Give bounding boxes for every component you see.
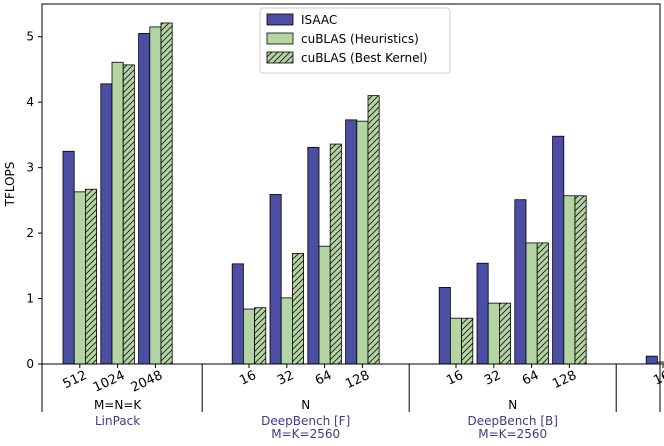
legend-label: cuBLAS (Best Kernel) <box>301 51 428 65</box>
group-param-label: N <box>301 398 310 412</box>
x-tick-label: 1024 <box>91 368 127 396</box>
legend-label: cuBLAS (Heuristics) <box>301 32 419 46</box>
bar <box>449 317 462 365</box>
y-tick-label: 2 <box>26 226 34 240</box>
bar <box>356 120 369 365</box>
bar <box>318 245 331 365</box>
y-axis-label: TFLOPS <box>3 162 17 208</box>
bar <box>329 143 342 365</box>
plot-frame <box>41 3 661 365</box>
bar <box>574 195 587 365</box>
bar <box>242 308 255 365</box>
legend-swatch <box>266 13 294 26</box>
legend-swatch <box>266 51 294 64</box>
bar <box>149 26 162 365</box>
bar <box>73 191 86 365</box>
bar <box>525 242 538 365</box>
bar <box>269 194 282 365</box>
group-name-label: LinPack <box>95 414 140 428</box>
bar <box>476 262 489 365</box>
x-tick-label: 512 <box>61 368 90 392</box>
x-tick-label: 16 <box>237 368 258 389</box>
bar <box>62 150 75 365</box>
y-tick-label: 4 <box>26 95 34 109</box>
bar <box>138 33 151 365</box>
group-param-label: N <box>508 398 517 412</box>
group-param-label: M=N=K <box>94 398 142 412</box>
bar <box>552 135 565 365</box>
bar <box>498 302 511 365</box>
bar <box>160 22 173 365</box>
x-tick-label: 32 <box>275 368 296 389</box>
bar <box>254 307 267 365</box>
group-sub-label: M=K=2560 <box>478 427 547 441</box>
x-tick-label: 128 <box>550 368 579 392</box>
bar <box>487 302 500 365</box>
bar <box>111 61 124 365</box>
bar <box>536 242 549 365</box>
group-name-label: DeepBench [B] <box>467 414 557 428</box>
bar <box>563 195 576 365</box>
bar <box>461 317 474 365</box>
legend-box <box>259 7 451 74</box>
x-tick-label: 32 <box>482 368 503 389</box>
bar <box>291 252 304 365</box>
x-tick-label: 64 <box>313 368 334 389</box>
group-sub-label: M=K=2560 <box>271 427 340 441</box>
x-tick-label: 64 <box>520 368 541 389</box>
bar <box>438 287 451 365</box>
bar <box>280 297 293 365</box>
bar <box>85 188 98 365</box>
x-tick-label: 128 <box>343 368 372 392</box>
legend-swatch <box>266 32 294 45</box>
y-tick-label: 3 <box>26 161 34 175</box>
bar <box>100 83 113 365</box>
bar <box>645 355 658 365</box>
bar <box>122 64 135 365</box>
y-tick-label: 5 <box>26 30 34 44</box>
bar <box>345 119 358 365</box>
bar <box>367 95 380 365</box>
group-name-label: DeepBench [F] <box>261 414 350 428</box>
bar <box>514 199 527 365</box>
x-tick-label: 2048 <box>129 368 165 396</box>
x-tick-label: 16 <box>444 368 465 389</box>
legend-label: ISAAC <box>301 13 337 27</box>
y-tick-label: 1 <box>26 292 34 306</box>
x-tick-label: 16 <box>651 368 664 389</box>
bar <box>231 263 244 365</box>
y-tick-label: 0 <box>26 357 34 371</box>
bar <box>307 146 320 365</box>
